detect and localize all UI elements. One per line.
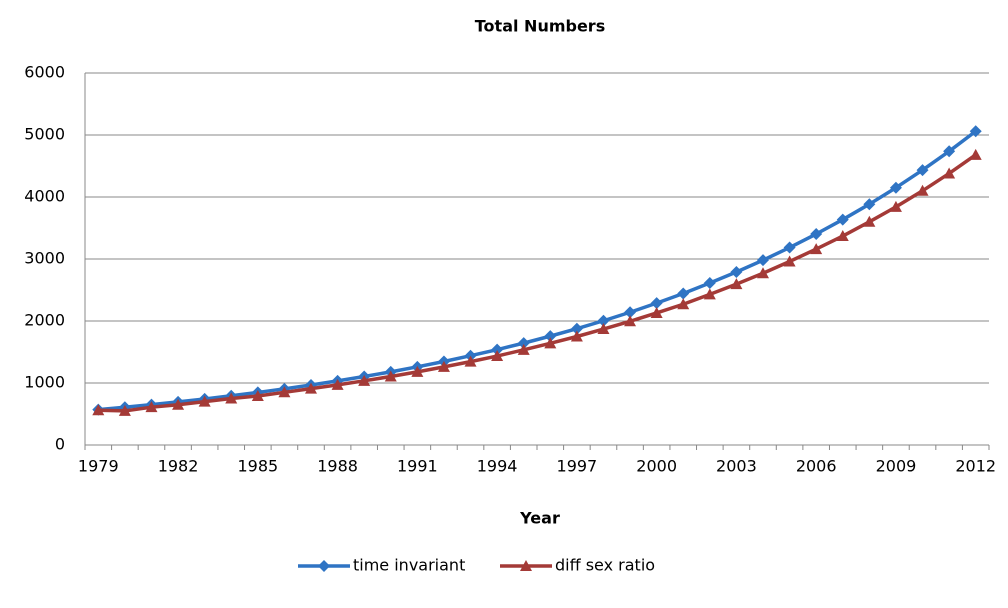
marker [198, 395, 211, 407]
marker [757, 267, 769, 279]
marker [92, 404, 105, 416]
x-tick-label: 2000 [636, 457, 677, 476]
marker [730, 266, 743, 279]
marker [836, 213, 849, 226]
y-tick-label: 4000 [24, 187, 65, 206]
marker [889, 181, 902, 194]
marker [783, 241, 796, 254]
x-axis-title: Year [519, 509, 560, 528]
marker [491, 350, 504, 362]
marker [570, 330, 583, 342]
x-tick-label: 1997 [557, 457, 598, 476]
marker [597, 314, 610, 327]
marker [650, 297, 663, 310]
marker [916, 164, 929, 177]
marker [118, 404, 131, 416]
marker [703, 288, 716, 300]
x-tick-label: 2012 [955, 457, 996, 476]
y-tick-label: 2000 [24, 311, 65, 330]
marker [703, 277, 716, 290]
marker [520, 560, 532, 571]
marker [437, 360, 450, 372]
x-tick-label: 1988 [317, 457, 358, 476]
x-tick-label: 1979 [78, 457, 119, 476]
marker [916, 184, 929, 196]
marker [358, 374, 371, 386]
marker [331, 378, 344, 390]
marker [810, 228, 823, 241]
marker [943, 145, 956, 158]
series-line [98, 129, 977, 412]
marker [305, 382, 317, 394]
marker [384, 370, 397, 382]
x-tick-label: 2009 [876, 457, 917, 476]
marker [889, 200, 902, 212]
x-tick-label: 1982 [158, 457, 199, 476]
marker [318, 560, 330, 572]
x-tick-label: 1985 [237, 457, 278, 476]
marker [517, 337, 530, 350]
marker [597, 323, 610, 335]
marker [969, 125, 982, 138]
marker [677, 287, 690, 300]
marker [570, 322, 583, 335]
marker [544, 330, 557, 343]
marker [757, 254, 769, 267]
legend-label: time invariant [353, 556, 465, 575]
y-tick-label: 3000 [24, 249, 65, 268]
y-tick-label: 5000 [24, 125, 65, 144]
marker [172, 398, 185, 410]
x-tick-label: 1994 [477, 457, 518, 476]
marker [624, 306, 637, 319]
marker [544, 337, 557, 349]
marker [491, 343, 504, 356]
marker [517, 343, 530, 355]
marker [943, 167, 956, 179]
marker [650, 306, 663, 318]
y-tick-label: 1000 [24, 373, 65, 392]
series-line [98, 153, 977, 413]
y-tick-label: 0 [55, 435, 65, 454]
x-tick-label: 2006 [796, 457, 837, 476]
marker [677, 298, 690, 310]
chart-title: Total Numbers [475, 17, 605, 36]
marker [969, 148, 982, 160]
marker [145, 401, 158, 413]
marker [863, 215, 876, 227]
marker [783, 255, 796, 267]
y-tick-label: 6000 [24, 63, 65, 82]
marker [251, 390, 264, 402]
marker [411, 365, 424, 377]
marker [836, 230, 849, 242]
marker [225, 392, 238, 404]
marker [730, 278, 743, 290]
x-tick-label: 1991 [397, 457, 438, 476]
legend-label: diff sex ratio [555, 556, 655, 575]
marker [624, 315, 637, 327]
marker [278, 386, 291, 398]
x-tick-label: 2003 [716, 457, 757, 476]
marker [810, 243, 823, 255]
marker [464, 355, 477, 367]
marker [863, 198, 876, 211]
